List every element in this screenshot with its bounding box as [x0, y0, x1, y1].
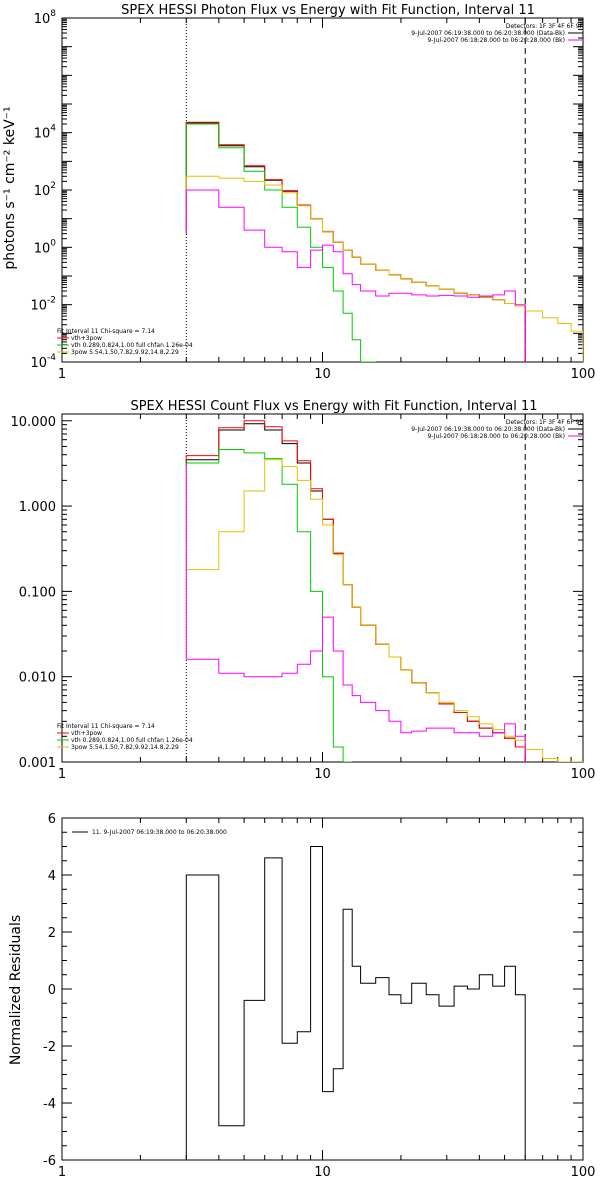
y-tick-label: 104	[34, 124, 57, 142]
y-tick-label: 0.001	[19, 756, 56, 771]
y-tick-label: 6	[48, 812, 56, 827]
time-line-bk: 9-Jul-2007 06:18:28.000 to 06:20:28.000 …	[427, 433, 565, 440]
fit-entry-label: vth 0.289,0.824,1.00 full chfan 1.26e-04	[71, 737, 193, 744]
x-tick-label: 100	[571, 767, 596, 782]
series-line	[185, 122, 526, 362]
fit-info-header: Fit Interval 11 Chi-square = 7.14	[57, 723, 155, 730]
detectors-text: Detectors: 1F 3F 4F 6F 9F	[506, 419, 584, 426]
y-tick-label: 100	[34, 238, 57, 256]
y-tick-label: 4	[48, 869, 56, 884]
series-layer	[185, 121, 583, 362]
series-line	[185, 175, 583, 362]
time-line-bk: 9-Jul-2007 06:18:28.000 to 06:20:28.000 …	[427, 37, 565, 44]
x-tick-label: 1	[58, 767, 66, 782]
fit-entry-label: 3pow 5.54,1.50,7.82,9.92,14.8,2.29	[71, 349, 179, 356]
axes-layer: 1 10 100 108 104 102 100 10-2 10-4	[30, 9, 595, 382]
y-tick-label: 10-2	[30, 296, 56, 314]
y-tick-label: 0.010	[19, 671, 56, 686]
plot-frame	[61, 413, 584, 763]
photon-flux-ylabel: photons s⁻¹ cm⁻² keV⁻¹	[2, 106, 18, 269]
axes-layer: 1 10 100 6 4 2 0 -2 -4 -6	[43, 812, 595, 1180]
y-tick-label: -6	[43, 1154, 56, 1169]
y-tick-label: -4	[43, 1097, 56, 1112]
photon-flux-panel: SPEX HESSI Photon Flux vs Energy with Fi…	[2, 3, 595, 382]
series-line	[185, 189, 526, 362]
series-line	[185, 846, 526, 1160]
time-line-data: 9-Jul-2007 06:19:38.000 to 06:20:38.000 …	[411, 426, 565, 433]
x-tick-label: 1	[58, 1165, 66, 1180]
series-line	[185, 121, 526, 362]
y-tick-label: 0.100	[19, 585, 56, 600]
y-tick-label: 0	[48, 983, 56, 998]
series-line	[185, 449, 353, 762]
series-line	[185, 423, 526, 762]
x-tick-label: 10	[314, 1165, 331, 1180]
series-layer	[185, 846, 526, 1160]
x-tick-label: 10	[314, 767, 331, 782]
detectors-text: Detectors: 1F 3F 4F 6F 9F	[506, 23, 584, 30]
x-tick-label: 10	[314, 367, 331, 382]
x-tick-label: 100	[571, 367, 596, 382]
count-flux-panel: SPEX HESSI Count Flux vs Energy with Fit…	[11, 399, 596, 782]
x-tick-label: 1	[58, 367, 66, 382]
y-tick-label: -2	[43, 1040, 56, 1055]
fit-entry-label: vth+3pow	[71, 730, 102, 737]
y-tick-label: 1.000	[19, 500, 56, 515]
fit-info-header: Fit Interval 11 Chi-square = 7.14	[57, 328, 155, 335]
residuals-legend-text: 11. 9-Jul-2007 06:19:38.000 to 06:20:38.…	[92, 829, 227, 836]
count-flux-title: SPEX HESSI Count Flux vs Energy with Fit…	[130, 399, 537, 414]
fit-entry-label: 3pow 5.54,1.50,7.82,9.92,14.8,2.29	[71, 744, 179, 751]
series-line	[185, 123, 376, 362]
residuals-ylabel: Normalized Residuals	[8, 915, 24, 1065]
y-tick-label: 10.000	[11, 415, 57, 430]
y-tick-label: 10-4	[30, 353, 56, 371]
residuals-panel: Normalized Residuals 11. 9-Jul-2007 06:1…	[8, 812, 595, 1180]
y-tick-label: 108	[34, 9, 57, 27]
series-layer	[185, 420, 583, 762]
x-tick-label: 100	[571, 1165, 596, 1180]
fit-entry-label: vth 0.289,0.824,1.00 full chfan 1.26e-04	[71, 342, 193, 349]
photon-flux-title: SPEX HESSI Photon Flux vs Energy with Fi…	[121, 3, 535, 18]
y-tick-label: 2	[48, 926, 56, 941]
plot-frame	[61, 17, 584, 363]
series-line	[185, 420, 526, 762]
fit-entry-label: vth+3pow	[71, 335, 102, 342]
series-line	[185, 459, 583, 762]
y-tick-label: 102	[34, 181, 56, 199]
time-line-data: 9-Jul-2007 06:19:38.000 to 06:20:38.000 …	[411, 30, 565, 37]
series-line	[185, 465, 526, 762]
